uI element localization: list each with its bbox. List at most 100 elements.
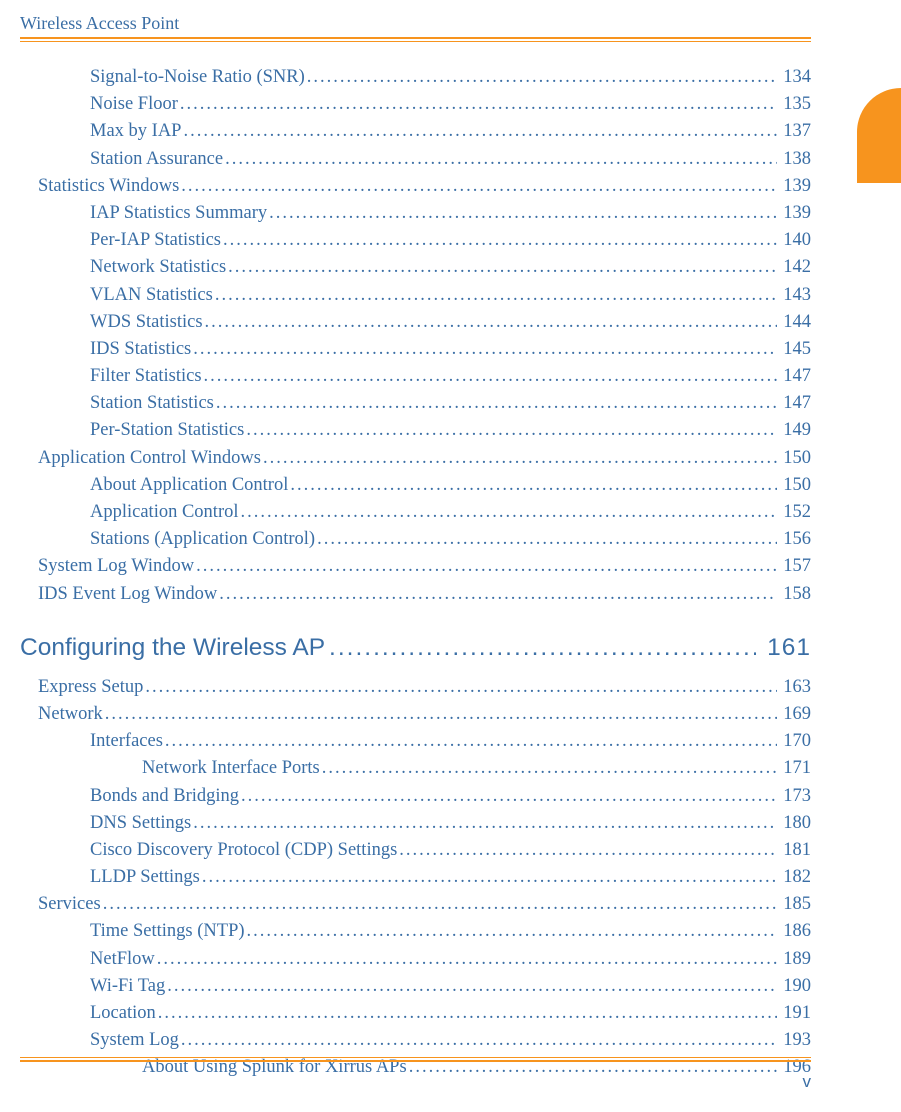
toc-page: 163 [783,674,811,701]
header-rule-1 [20,37,811,39]
toc-leader: ........................................… [269,200,777,227]
toc-entry[interactable]: NetFlow ................................… [38,946,811,973]
toc-page: 144 [783,309,811,336]
toc-section-heading[interactable]: Configuring the Wireless AP ............… [20,634,811,662]
toc-page: 143 [783,282,811,309]
toc-entry[interactable]: Location ...............................… [38,1000,811,1027]
toc-label: Interfaces [90,728,163,755]
toc-label: Station Assurance [90,146,223,173]
toc-label: About Application Control [90,472,288,499]
toc-page: 173 [783,783,811,810]
toc-entry[interactable]: Bonds and Bridging .....................… [38,783,811,810]
toc-leader: ........................................… [216,390,777,417]
toc-leader: ........................................… [165,728,777,755]
toc-page: 139 [783,173,811,200]
toc-entry[interactable]: Network Statistics .....................… [38,254,811,281]
toc-page: 147 [783,363,811,390]
toc-page: 137 [783,118,811,145]
toc-page: 171 [783,755,811,782]
toc-leader: ........................................… [183,118,776,145]
toc-entry[interactable]: LLDP Settings ..........................… [38,864,811,891]
toc-entry[interactable]: IDS Event Log Window ...................… [38,581,811,608]
toc-entry[interactable]: Stations (Application Control) .........… [38,526,811,553]
toc-leader: ........................................… [247,918,777,945]
toc-leader: ........................................… [180,91,777,118]
toc-leader: ........................................… [241,783,777,810]
toc-entry[interactable]: Statistics Windows .....................… [38,173,811,200]
toc-label: Stations (Application Control) [90,526,315,553]
toc-leader: ........................................… [290,472,776,499]
toc-leader: ........................................… [145,674,776,701]
toc-page: 145 [783,336,811,363]
toc-label: Signal-to-Noise Ratio (SNR) [90,64,305,91]
toc-leader: ........................................… [158,1000,777,1027]
toc-entry[interactable]: Interfaces .............................… [38,728,811,755]
toc-section-1: Signal-to-Noise Ratio (SNR) ............… [20,64,811,608]
toc-label: IDS Event Log Window [38,581,217,608]
toc-leader: ........................................… [223,227,777,254]
toc-entry[interactable]: Network Interface Ports ................… [38,755,811,782]
toc-entry[interactable]: Services ...............................… [38,891,811,918]
toc-label: Statistics Windows [38,173,179,200]
toc-page: 185 [783,891,811,918]
toc-leader: ........................................… [246,417,776,444]
toc-page: 181 [783,837,811,864]
toc-leader: ........................................… [202,864,777,891]
toc-entry[interactable]: Express Setup ..........................… [38,674,811,701]
toc-page: 186 [783,918,811,945]
page-header: Wireless Access Point [20,13,811,37]
toc-label: WDS Statistics [90,309,203,336]
toc-entry[interactable]: Wi-Fi Tag ..............................… [38,973,811,1000]
toc-page: 193 [783,1027,811,1054]
toc-entry[interactable]: Per-IAP Statistics .....................… [38,227,811,254]
toc-entry[interactable]: Noise Floor ............................… [38,91,811,118]
toc-entry[interactable]: VLAN Statistics ........................… [38,282,811,309]
toc-entry[interactable]: System Log .............................… [38,1027,811,1054]
toc-leader: ........................................… [219,581,776,608]
toc-entry[interactable]: Application Control ....................… [38,499,811,526]
toc-entry[interactable]: WDS Statistics .........................… [38,309,811,336]
toc-entry[interactable]: Station Statistics .....................… [38,390,811,417]
toc-label: Cisco Discovery Protocol (CDP) Settings [90,837,397,864]
toc-page: 182 [783,864,811,891]
toc-label: IDS Statistics [90,336,191,363]
toc-page: 147 [783,390,811,417]
toc-leader: ........................................… [181,1027,777,1054]
toc-entry[interactable]: Station Assurance ......................… [38,146,811,173]
toc-entry[interactable]: About Application Control ..............… [38,472,811,499]
toc-label: Time Settings (NTP) [90,918,245,945]
toc-label: NetFlow [90,946,155,973]
toc-leader: ........................................… [167,973,776,1000]
toc-leader: ........................................… [228,254,776,281]
toc-entry[interactable]: Signal-to-Noise Ratio (SNR) ............… [38,64,811,91]
toc-leader: ........................................… [307,64,777,91]
toc-label: System Log Window [38,553,194,580]
toc-label: Application Control [90,499,239,526]
toc-entry[interactable]: Time Settings (NTP) ....................… [38,918,811,945]
toc-label: Express Setup [38,674,143,701]
toc-entry[interactable]: Application Control Windows ............… [38,445,811,472]
section-leader: ........................................… [329,634,756,662]
toc-page: 150 [783,445,811,472]
toc-leader: ........................................… [103,891,777,918]
toc-entry[interactable]: IDS Statistics .........................… [38,336,811,363]
toc-entry[interactable]: DNS Settings ...........................… [38,810,811,837]
page-content: Wireless Access Point Signal-to-Noise Ra… [0,0,901,1112]
toc-entry[interactable]: Network ................................… [38,701,811,728]
toc-leader: ........................................… [105,701,777,728]
toc-entry[interactable]: Filter Statistics ......................… [38,363,811,390]
toc-entry[interactable]: Per-Station Statistics .................… [38,417,811,444]
toc-page: 140 [783,227,811,254]
toc-page: 139 [783,200,811,227]
toc-page: 142 [783,254,811,281]
toc-entry[interactable]: System Log Window ......................… [38,553,811,580]
toc-entry[interactable]: Cisco Discovery Protocol (CDP) Settings … [38,837,811,864]
toc-entry[interactable]: IAP Statistics Summary .................… [38,200,811,227]
toc-label: Noise Floor [90,91,178,118]
toc-label: Per-Station Statistics [90,417,244,444]
toc-entry[interactable]: Max by IAP .............................… [38,118,811,145]
toc-leader: ........................................… [215,282,777,309]
toc-label: Application Control Windows [38,445,261,472]
toc-page: 169 [783,701,811,728]
toc-leader: ........................................… [193,336,776,363]
